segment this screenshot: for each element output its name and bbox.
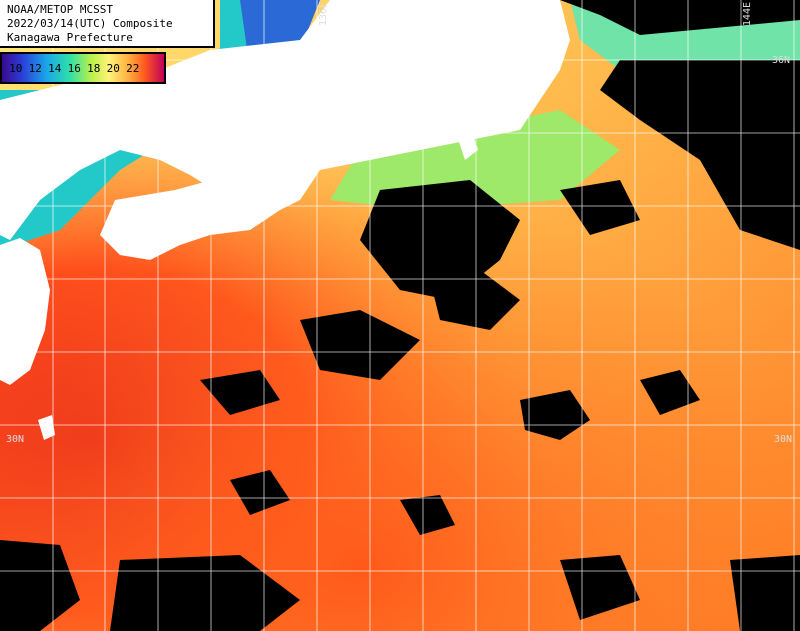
izu-peninsula-land — [455, 125, 478, 160]
title-line-date: 2022/03/14(UTC) Composite — [7, 17, 173, 30]
temperature-color-legend: 10 12 14 16 18 20 22 — [0, 52, 166, 84]
kyushu-land — [0, 238, 50, 385]
shikoku-land — [100, 170, 290, 260]
legend-label: 12 — [28, 61, 42, 75]
lat-label-30n-left: 30N — [6, 434, 25, 445]
legend-label: 10 — [9, 61, 23, 75]
title-line-organization: Kanagawa Prefecture — [7, 31, 133, 44]
legend-label: 18 — [87, 61, 101, 75]
legend-label: 22 — [126, 61, 140, 75]
lon-label-144e: 144E — [742, 2, 753, 27]
title-box: NOAA/METOP MCSST 2022/03/14(UTC) Composi… — [0, 0, 215, 48]
lat-label-30n-right: 30N — [774, 434, 793, 445]
legend-label: 20 — [106, 61, 120, 75]
lon-label-136e: 136E — [318, 2, 329, 27]
tanegashima-land — [38, 415, 55, 440]
lat-label-36n: 36N — [772, 55, 791, 66]
title-line-source: NOAA/METOP MCSST — [7, 3, 113, 16]
legend-label: 16 — [67, 61, 81, 75]
coastal-green-water — [330, 110, 620, 210]
legend-label: 14 — [48, 61, 62, 75]
